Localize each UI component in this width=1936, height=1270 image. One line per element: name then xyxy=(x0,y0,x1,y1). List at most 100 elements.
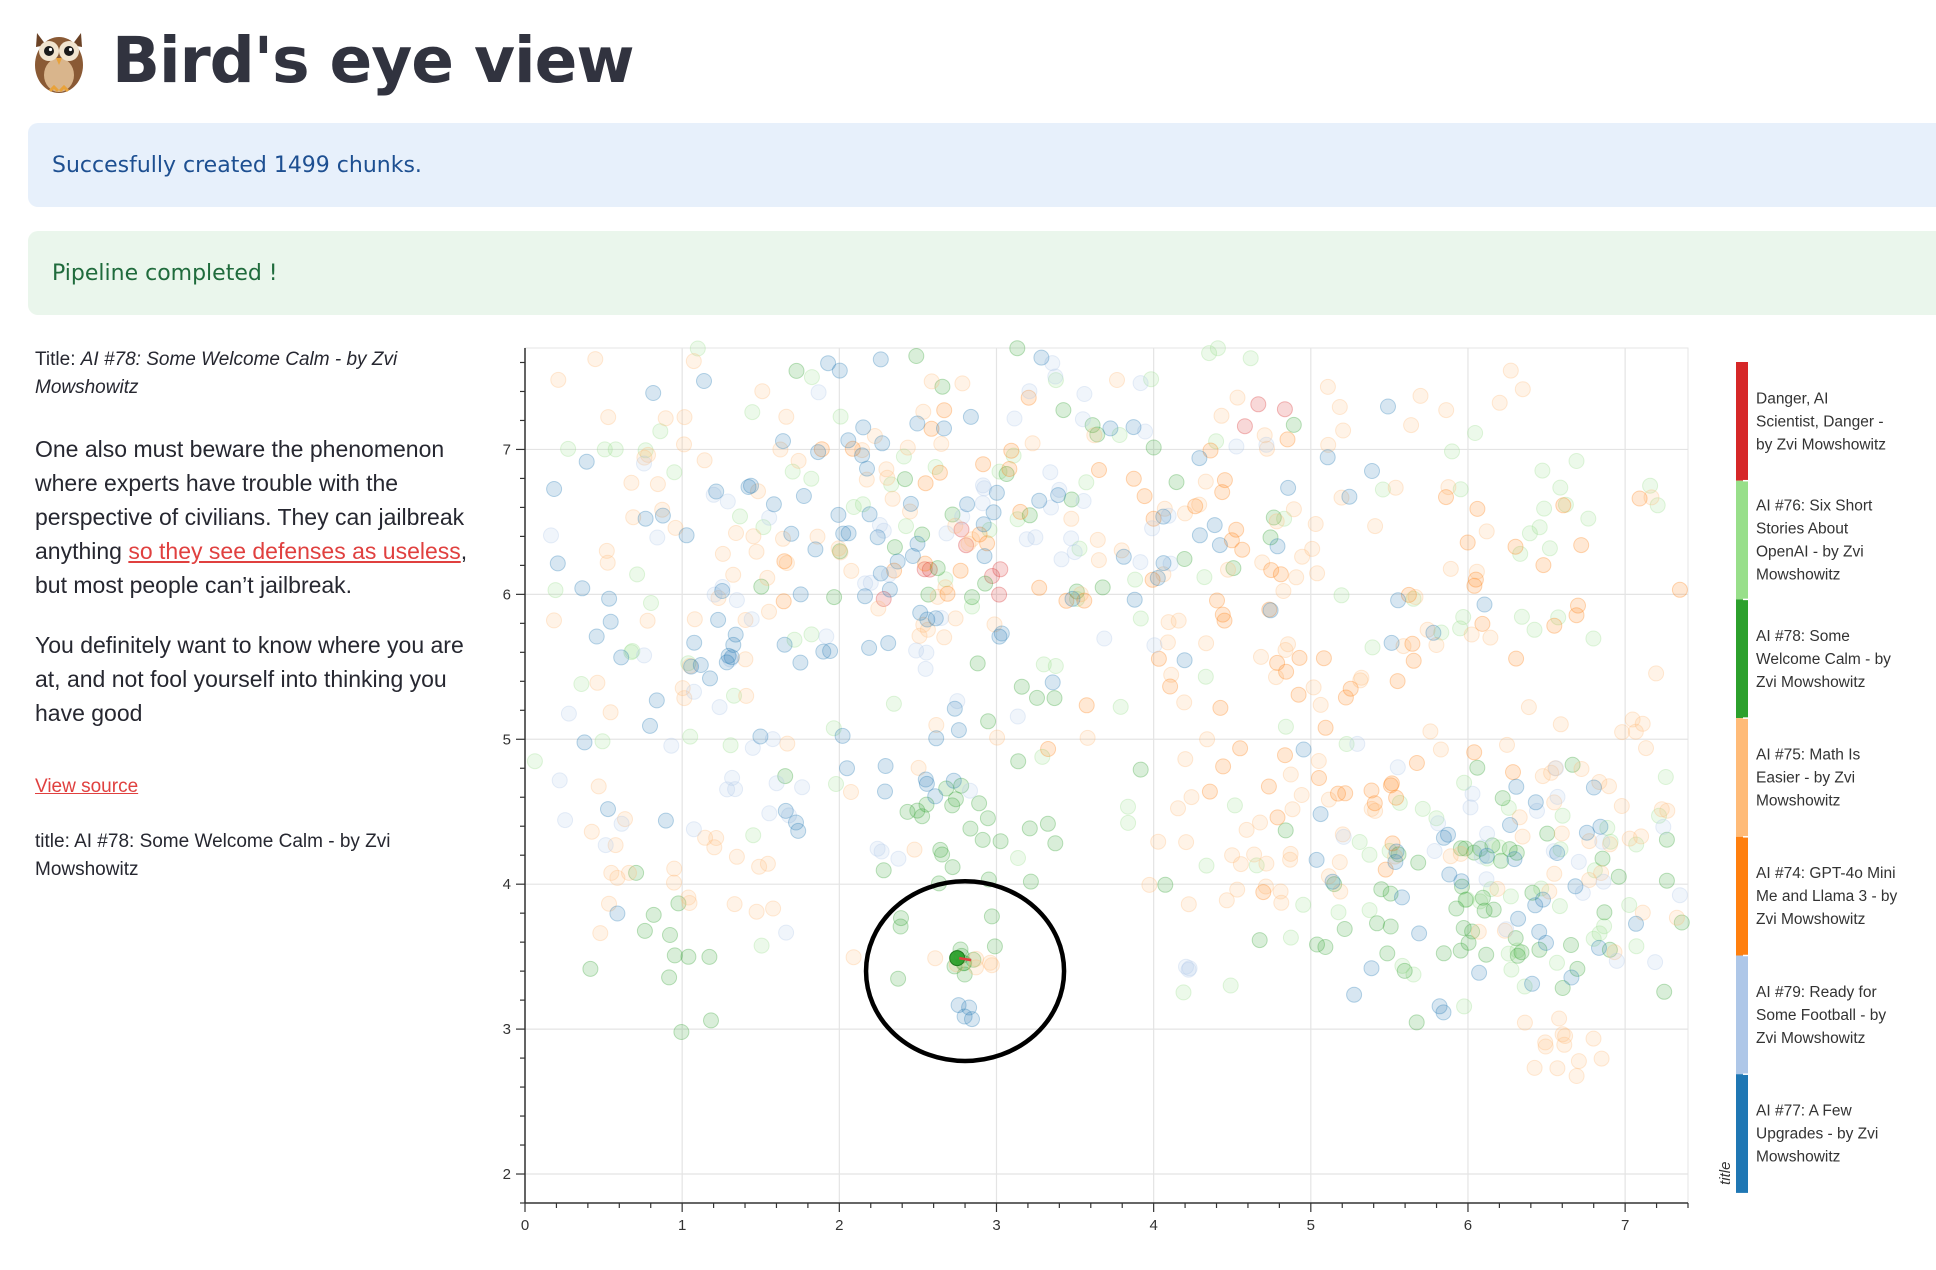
data-point[interactable] xyxy=(933,610,950,626)
data-point[interactable] xyxy=(986,938,1003,955)
data-point[interactable] xyxy=(1585,630,1602,647)
data-point[interactable] xyxy=(628,864,645,881)
data-point[interactable] xyxy=(1039,815,1056,832)
data-point[interactable] xyxy=(645,906,662,923)
legend-swatch[interactable] xyxy=(1736,362,1748,481)
data-point[interactable] xyxy=(1500,945,1517,962)
data-point[interactable] xyxy=(927,459,944,475)
data-point[interactable] xyxy=(1320,868,1337,885)
data-point[interactable] xyxy=(1541,540,1558,557)
data-point[interactable] xyxy=(596,441,613,458)
data-point[interactable] xyxy=(1608,952,1625,969)
data-point[interactable] xyxy=(551,772,568,789)
data-point[interactable] xyxy=(1428,810,1445,827)
data-point[interactable] xyxy=(1341,488,1358,505)
data-point[interactable] xyxy=(1508,844,1525,861)
data-point[interactable] xyxy=(1599,819,1616,836)
data-point[interactable] xyxy=(985,504,1002,521)
data-point[interactable] xyxy=(875,862,892,879)
data-point[interactable] xyxy=(1428,637,1445,653)
data-point[interactable] xyxy=(975,477,991,494)
data-point[interactable] xyxy=(1252,814,1268,831)
data-point[interactable] xyxy=(601,895,617,912)
data-point[interactable] xyxy=(1387,479,1404,496)
data-point[interactable] xyxy=(1474,889,1491,906)
data-point[interactable] xyxy=(880,566,897,583)
scatter-chart[interactable]: 0 1 2 3 4 5 6 7 2 3 4 5 6 7 Danger, AI Scientist, Dang… xyxy=(480,340,1936,1240)
data-point[interactable] xyxy=(1304,540,1321,557)
data-point[interactable] xyxy=(728,525,744,541)
data-point[interactable] xyxy=(890,970,907,987)
data-point[interactable] xyxy=(870,600,887,617)
data-point[interactable] xyxy=(919,611,936,628)
data-point[interactable] xyxy=(1349,735,1366,752)
data-point[interactable] xyxy=(1242,350,1259,367)
data-point[interactable] xyxy=(1460,934,1477,951)
data-point[interactable] xyxy=(879,469,896,486)
data-point[interactable] xyxy=(1594,833,1611,850)
data-point[interactable] xyxy=(1132,761,1149,778)
data-point[interactable] xyxy=(602,613,619,630)
data-point[interactable] xyxy=(956,966,973,983)
data-point[interactable] xyxy=(945,772,962,789)
data-point[interactable] xyxy=(1648,665,1665,682)
data-point[interactable] xyxy=(1262,602,1279,619)
data-point[interactable] xyxy=(1163,666,1180,683)
data-point[interactable] xyxy=(686,683,702,700)
legend-swatch[interactable] xyxy=(1736,599,1748,719)
data-point[interactable] xyxy=(1373,881,1390,898)
data-point[interactable] xyxy=(1275,583,1292,599)
data-point[interactable] xyxy=(950,722,967,739)
data-point[interactable] xyxy=(1294,548,1311,565)
data-point[interactable] xyxy=(1330,785,1346,802)
data-point[interactable] xyxy=(543,527,559,544)
data-point[interactable] xyxy=(929,560,946,577)
data-point[interactable] xyxy=(1309,565,1326,582)
data-point[interactable] xyxy=(934,846,951,863)
data-point[interactable] xyxy=(685,353,702,370)
data-point[interactable] xyxy=(1282,766,1299,783)
data-point[interactable] xyxy=(1256,427,1273,444)
data-point[interactable] xyxy=(1535,557,1552,574)
data-point[interactable] xyxy=(587,351,604,368)
data-point[interactable] xyxy=(718,654,735,671)
data-point[interactable] xyxy=(1168,474,1185,491)
data-point[interactable] xyxy=(1442,560,1459,577)
data-point[interactable] xyxy=(923,373,940,390)
data-point[interactable] xyxy=(1394,889,1410,906)
data-point[interactable] xyxy=(723,649,740,666)
data-point[interactable] xyxy=(680,655,697,672)
data-point[interactable] xyxy=(1246,846,1263,863)
data-point[interactable] xyxy=(892,918,909,935)
data-point[interactable] xyxy=(921,561,938,578)
data-point[interactable] xyxy=(1078,697,1095,714)
data-point[interactable] xyxy=(1170,612,1187,629)
data-point[interactable] xyxy=(737,612,754,628)
legend-label[interactable]: AI #79: Ready for Some Football - by Zvi M… xyxy=(1756,984,1886,1047)
data-point[interactable] xyxy=(1218,892,1235,909)
data-point[interactable] xyxy=(898,518,914,535)
data-point[interactable] xyxy=(1502,362,1519,379)
data-point[interactable] xyxy=(719,781,736,798)
data-point[interactable] xyxy=(753,937,770,954)
data-point[interactable] xyxy=(1567,878,1584,895)
data-point[interactable] xyxy=(666,947,683,964)
data-point[interactable] xyxy=(1628,938,1645,955)
data-point[interactable] xyxy=(1656,983,1673,1000)
data-point[interactable] xyxy=(1433,624,1450,641)
data-point[interactable] xyxy=(1282,845,1299,862)
data-point[interactable] xyxy=(1452,942,1469,959)
data-point[interactable] xyxy=(1021,383,1038,400)
data-point[interactable] xyxy=(919,621,936,638)
data-point[interactable] xyxy=(1149,570,1166,586)
data-point[interactable] xyxy=(777,768,794,785)
data-point[interactable] xyxy=(1499,736,1515,753)
data-point[interactable] xyxy=(1089,531,1106,548)
data-point[interactable] xyxy=(1367,802,1384,819)
data-point[interactable] xyxy=(1312,696,1329,713)
data-point[interactable] xyxy=(917,475,934,492)
data-point[interactable] xyxy=(1187,498,1204,515)
data-point[interactable] xyxy=(1216,472,1233,489)
data-point[interactable] xyxy=(1444,443,1460,460)
data-point[interactable] xyxy=(877,783,893,800)
